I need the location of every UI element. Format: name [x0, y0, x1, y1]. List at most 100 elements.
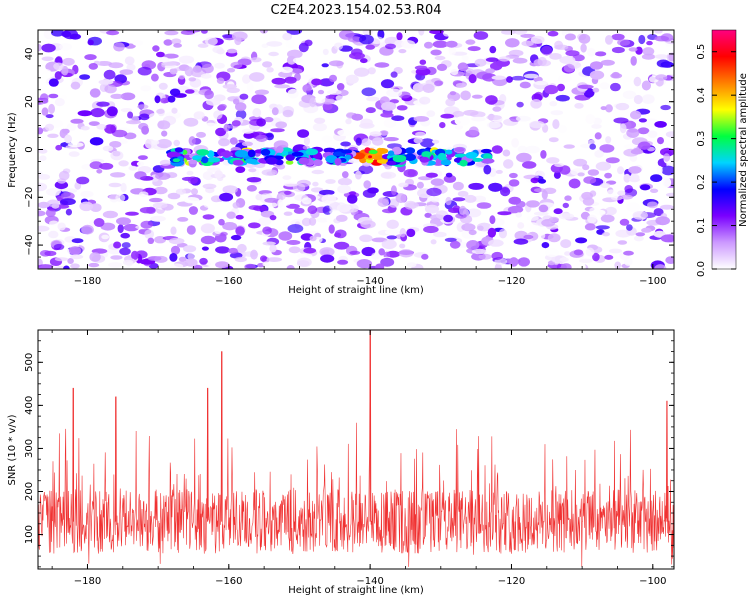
heatmap-cell — [461, 223, 476, 232]
heatmap-cell — [335, 95, 343, 101]
heatmap-cell — [440, 113, 455, 119]
snr-series — [38, 330, 674, 567]
heatmap-cell — [617, 190, 626, 196]
heatmap-cell — [325, 95, 335, 99]
heatmap-cell — [363, 180, 372, 189]
heatmap-cell — [349, 250, 361, 255]
heatmap-cell — [59, 200, 69, 206]
x-tick-label: −140 — [356, 576, 383, 587]
heatmap-cell — [563, 63, 575, 73]
heatmap-cell — [509, 172, 518, 179]
heatmap-cell — [386, 160, 397, 166]
heatmap-cell — [170, 226, 177, 235]
heatmap-cell — [500, 187, 511, 197]
heatmap-cell — [169, 253, 178, 262]
heatmap-cell — [48, 93, 59, 99]
heatmap-cell — [99, 162, 114, 170]
heatmap-cell — [317, 89, 325, 95]
heatmap-cell — [246, 177, 262, 183]
heatmap-cell — [351, 113, 363, 121]
heatmap-cell — [154, 255, 168, 263]
heatmap-cell — [196, 131, 206, 138]
heatmap-cell — [663, 153, 671, 162]
heatmap-cell — [282, 109, 294, 118]
heatmap-cell — [412, 83, 425, 93]
heatmap-cell — [587, 139, 598, 145]
heatmap-cell — [256, 118, 266, 127]
heatmap-cell — [106, 106, 118, 117]
heatmap-cell — [45, 114, 54, 119]
heatmap-cell — [59, 248, 71, 256]
heatmap-cell — [220, 151, 233, 157]
heatmap-cell — [230, 234, 242, 241]
heatmap-cell — [166, 151, 181, 159]
heatmap-cell — [218, 218, 225, 226]
heatmap-cell — [161, 130, 168, 137]
heatmap-cell — [599, 144, 615, 153]
heatmap-cell — [633, 76, 642, 87]
heatmap-cell — [301, 197, 312, 205]
heatmap-cell — [127, 111, 134, 119]
heatmap-cell — [219, 192, 234, 202]
heatmap-cell — [619, 218, 630, 226]
heatmap-cell — [124, 56, 135, 65]
heatmap-cell — [495, 169, 503, 174]
heatmap-cell — [361, 138, 372, 147]
heatmap-cell — [361, 246, 376, 257]
heatmap-cell — [432, 139, 440, 144]
heatmap-cell — [171, 38, 182, 45]
heatmap-cell — [553, 208, 563, 215]
heatmap-cell — [98, 79, 114, 85]
heatmap-cell — [169, 263, 184, 269]
heatmap-cell — [660, 234, 674, 243]
heatmap-cell — [455, 83, 467, 88]
heatmap-cell — [418, 30, 425, 36]
heatmap-cell — [595, 225, 610, 230]
heatmap-cell — [123, 223, 140, 232]
heatmap-cell — [650, 174, 663, 183]
heatmap-cell — [466, 208, 482, 218]
heatmap-cell — [613, 117, 629, 124]
heatmap-cell — [262, 241, 276, 246]
heatmap-cell — [337, 177, 353, 186]
y-tick-label: 300 — [24, 439, 35, 458]
heatmap-cell — [665, 256, 674, 264]
heatmap-cell — [228, 247, 239, 254]
heatmap-cell — [38, 68, 51, 74]
heatmap-cell — [450, 69, 459, 76]
heatmap-cell — [421, 253, 429, 260]
heatmap-cell — [548, 216, 560, 223]
heatmap-cell — [178, 256, 187, 262]
heatmap-ylabel: Frequency (Hz) — [7, 112, 18, 188]
heatmap-cell — [419, 96, 431, 105]
heatmap-cell — [67, 142, 84, 148]
heatmap-cell — [591, 123, 602, 129]
heatmap-cell — [157, 120, 171, 130]
x-tick-label: −120 — [498, 576, 525, 587]
heatmap-cell — [432, 40, 449, 48]
heatmap-cell — [63, 265, 70, 269]
heatmap-cell — [423, 225, 439, 234]
heatmap-cell — [517, 222, 525, 229]
heatmap-cell — [482, 73, 497, 82]
heatmap-cell — [468, 182, 484, 190]
heatmap-cell — [589, 207, 600, 213]
heatmap-cell — [594, 51, 607, 57]
heatmap-cell — [235, 166, 246, 174]
heatmap-cell — [660, 61, 674, 68]
heatmap-cell — [467, 46, 481, 52]
heatmap-cell — [41, 56, 54, 62]
heatmap-cell — [457, 62, 469, 72]
heatmap-cell — [665, 131, 674, 138]
heatmap-cell — [392, 155, 407, 163]
heatmap-cell — [171, 107, 178, 114]
heatmap-cell — [159, 159, 172, 166]
heatmap-cell — [337, 129, 352, 136]
heatmap-cell — [311, 78, 322, 86]
heatmap-cell — [175, 188, 186, 195]
heatmap-cell — [383, 137, 399, 142]
heatmap-cell — [148, 113, 160, 120]
heatmap-cell — [483, 164, 492, 175]
heatmap-cell — [599, 82, 610, 90]
heatmap-cell — [626, 202, 641, 213]
